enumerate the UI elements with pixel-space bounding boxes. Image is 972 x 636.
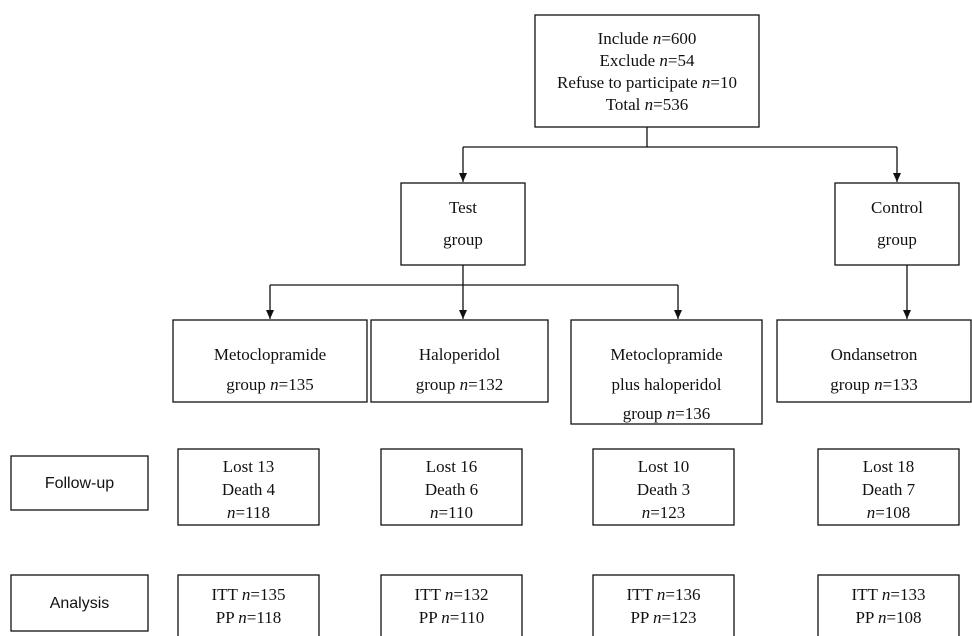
arm-box [776, 319, 972, 403]
follow-up-box-text: n=110 [430, 503, 473, 522]
group-box-text: Control [871, 198, 923, 217]
follow-up-box-text: Death 7 [862, 480, 916, 499]
arm-box [172, 319, 368, 403]
follow-up-box [592, 448, 735, 526]
group-box-text: group [877, 230, 917, 249]
arm-box [370, 319, 549, 403]
follow-up-box-text: Death 4 [222, 480, 276, 499]
enrollment-box [534, 14, 760, 128]
arm-box-text: group n=136 [623, 404, 711, 423]
follow-up-box-text: Lost 18 [863, 457, 914, 476]
analysis-box-text: PP n=118 [216, 608, 282, 627]
analysis-box-text: ITT n=135 [212, 585, 286, 604]
arm-box-text: Ondansetron [831, 345, 918, 364]
arm-box-text: Metoclopramide [214, 345, 326, 364]
analysis-box-text: ITT n=132 [415, 585, 489, 604]
follow-up-box [177, 448, 320, 526]
analysis-box-text: ITT n=136 [627, 585, 701, 604]
arm-box-text: group n=132 [416, 375, 504, 394]
row-label-text: Analysis [50, 595, 110, 612]
analysis-box-text: ITT n=133 [852, 585, 926, 604]
analysis-box-text: PP n=110 [419, 608, 485, 627]
follow-up-box-text: Lost 13 [223, 457, 274, 476]
group-box-text: Test [449, 198, 477, 217]
arm-box-text: plus haloperidol [611, 375, 721, 394]
group-box [834, 182, 960, 266]
follow-up-box-text: Death 3 [637, 480, 690, 499]
analysis-box [817, 574, 960, 636]
connectors [266, 127, 911, 319]
follow-up-box [817, 448, 960, 526]
arm-box-text: group n=133 [830, 375, 918, 394]
enrollment-box-text: Exclude n=54 [599, 51, 695, 70]
follow-up-box [380, 448, 523, 526]
group-box-text: group [443, 230, 483, 249]
row-label [10, 574, 149, 632]
follow-up-box-text: Lost 10 [638, 457, 689, 476]
row-label-text: Follow-up [45, 475, 114, 492]
analysis-box-text: PP n=108 [855, 608, 921, 627]
follow-up-box-text: n=123 [642, 503, 686, 522]
enrollment-box-text: Include n=600 [598, 29, 697, 48]
follow-up-box-text: n=118 [227, 503, 270, 522]
follow-up-box-text: Death 6 [425, 480, 478, 499]
row-label [10, 455, 149, 511]
analysis-box-text: PP n=123 [630, 608, 696, 627]
analysis-box [592, 574, 735, 636]
analysis-box [177, 574, 320, 636]
arm-box-text: group n=135 [226, 375, 314, 394]
enrollment-box-text: Refuse to participate n=10 [557, 73, 737, 92]
follow-up-box-text: n=108 [867, 503, 911, 522]
arm-box-text: Metoclopramide [610, 345, 722, 364]
analysis-box [380, 574, 523, 636]
follow-up-box-text: Lost 16 [426, 457, 477, 476]
arm-box [570, 319, 763, 425]
enrollment-box-text: Total n=536 [606, 95, 689, 114]
group-box [400, 182, 526, 266]
arm-box-text: Haloperidol [419, 345, 500, 364]
